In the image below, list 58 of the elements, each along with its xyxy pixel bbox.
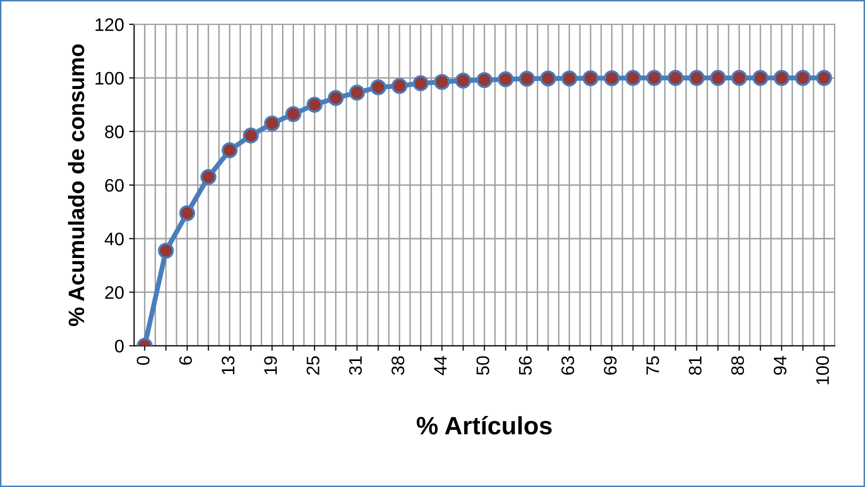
x-tick-label: 31 <box>349 356 362 375</box>
point <box>794 70 811 86</box>
point <box>752 70 768 86</box>
y-tick-label: 60 <box>105 178 124 192</box>
point <box>688 70 705 86</box>
point <box>242 128 259 144</box>
point <box>434 74 450 90</box>
point <box>412 75 429 92</box>
x-tick-label: 38 <box>392 356 404 375</box>
y-axis-title: % Acumulado de consumo <box>68 44 84 326</box>
point <box>158 242 174 259</box>
point <box>774 70 790 86</box>
point <box>200 169 216 186</box>
point <box>179 205 196 222</box>
y-tick-label: 100 <box>96 72 124 85</box>
point <box>731 70 748 86</box>
point <box>625 70 642 86</box>
point <box>646 70 662 86</box>
point <box>328 90 344 106</box>
x-tick-label: 88 <box>731 356 744 375</box>
point <box>455 72 472 89</box>
point <box>264 115 280 132</box>
point <box>710 70 726 86</box>
point <box>285 106 302 122</box>
point <box>476 72 492 88</box>
point <box>540 70 556 86</box>
x-tick-label: 75 <box>646 356 660 375</box>
point <box>667 70 684 86</box>
x-tick-label: 69 <box>604 356 617 375</box>
point <box>498 71 514 88</box>
x-tick-label: 25 <box>306 356 320 375</box>
point <box>518 70 535 87</box>
x-tick-label: 6 <box>179 356 192 365</box>
x-tick-label: 56 <box>518 356 532 375</box>
point <box>391 78 408 94</box>
point <box>306 96 323 113</box>
y-tick-label: 120 <box>96 18 124 32</box>
point <box>561 70 578 86</box>
x-tick-label: 94 <box>774 356 786 375</box>
y-tick-label: 80 <box>105 125 124 138</box>
point <box>816 70 832 86</box>
x-tick-label: 63 <box>561 356 574 375</box>
point <box>222 142 238 158</box>
y-tick-label: 40 <box>104 232 124 246</box>
y-tick-label: 0 <box>115 340 124 352</box>
y-tick-label: 20 <box>105 286 124 299</box>
point <box>582 70 599 86</box>
x-tick-label: 19 <box>264 356 277 374</box>
x-axis-title: % Artículos <box>416 416 552 435</box>
x-tick-label: 13 <box>222 356 234 374</box>
x-tick-label: 81 <box>688 356 702 375</box>
x-tick-label: 0 <box>136 356 150 365</box>
x-tick-label: 50 <box>476 356 490 375</box>
x-tick-label: 44 <box>434 356 447 376</box>
point <box>604 70 620 86</box>
point <box>370 79 386 96</box>
point <box>349 84 365 101</box>
x-tick-label: 100 <box>816 356 829 384</box>
